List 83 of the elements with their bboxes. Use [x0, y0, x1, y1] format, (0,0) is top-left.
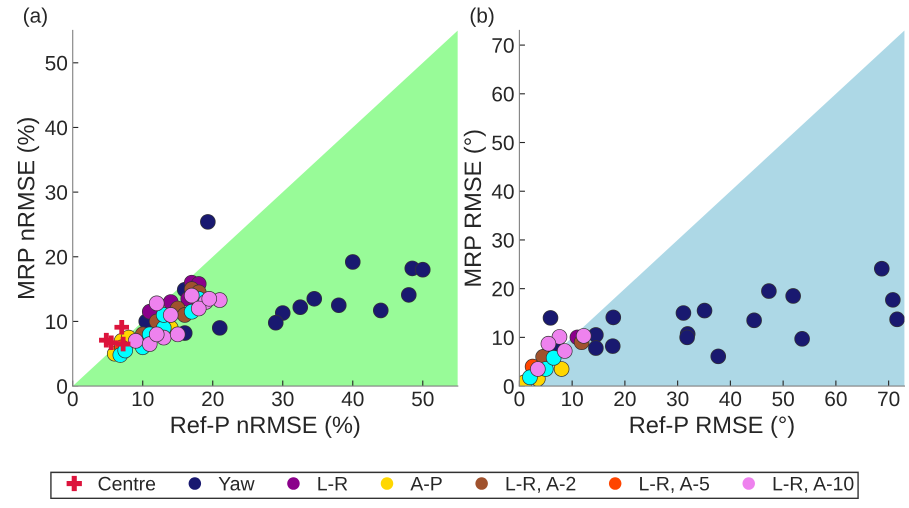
- point: [116, 336, 130, 352]
- point: [201, 291, 218, 307]
- x-tick-label: 40: [719, 391, 742, 406]
- legend-label: A-P: [410, 476, 442, 490]
- point: [885, 292, 901, 308]
- legend-label: L-R, A-2: [506, 476, 576, 493]
- y-axis-title: MRP RMSE (°): [464, 130, 486, 286]
- point: [556, 343, 573, 359]
- point: [546, 350, 562, 366]
- legend-label: Centre: [98, 476, 156, 491]
- point: [344, 254, 361, 270]
- point: [874, 260, 890, 276]
- x-axis-title: Ref-P RMSE (°): [630, 416, 794, 438]
- point: [696, 302, 712, 318]
- legend-label: L-R, A-5: [640, 476, 710, 493]
- point: [761, 283, 777, 299]
- y-tick-label: 60: [492, 86, 514, 102]
- point: [576, 328, 592, 344]
- point: [268, 314, 284, 331]
- x-tick-label: 10: [562, 391, 583, 406]
- y-tick-label: 10: [46, 314, 68, 330]
- x-tick-label: 10: [132, 391, 154, 406]
- legend-label: Yaw: [218, 476, 255, 491]
- y-tick-label: 40: [45, 120, 68, 136]
- point: [676, 305, 692, 321]
- point: [588, 340, 604, 356]
- point: [200, 214, 216, 230]
- point: [184, 288, 200, 304]
- point: [889, 312, 904, 328]
- point: [330, 297, 347, 314]
- point: [372, 302, 389, 318]
- y-tick-label: 0: [504, 379, 514, 394]
- point: [114, 320, 130, 335]
- point: [605, 310, 622, 326]
- y-tick-label: 50: [46, 56, 68, 71]
- point: [679, 330, 695, 346]
- legend-label: L-R: [318, 476, 348, 490]
- y-tick-label: 50: [492, 136, 514, 150]
- y-tick-label: 10: [492, 330, 514, 346]
- x-tick-label: 70: [878, 391, 900, 406]
- point: [162, 307, 179, 323]
- x-tick-label: 30: [272, 391, 294, 406]
- y-tick-label: 30: [492, 232, 514, 248]
- x-tick-label: 50: [412, 391, 434, 406]
- point: [542, 310, 558, 326]
- x-tick-label: 40: [342, 391, 364, 406]
- point: [212, 320, 228, 336]
- x-tick-label: 50: [772, 391, 794, 406]
- x-tick-label: 0: [514, 391, 524, 406]
- x-axis-title: Ref-P nRMSE (%): [172, 416, 360, 438]
- y-axis-title: MRP nRMSE (%): [17, 118, 40, 298]
- y-tick-label: 70: [492, 38, 514, 53]
- point: [148, 326, 165, 342]
- x-tick-label: 30: [666, 391, 688, 406]
- point: [552, 329, 568, 345]
- x-tick-label: 0: [68, 391, 78, 406]
- legend-label: L-R, A-10: [774, 476, 854, 493]
- y-tick-label: 30: [45, 185, 68, 200]
- point: [746, 312, 762, 328]
- point: [306, 291, 322, 307]
- point: [710, 348, 726, 364]
- point: [148, 296, 165, 312]
- y-tick-label: 0: [57, 379, 68, 394]
- x-tick-label: 20: [202, 391, 224, 406]
- chart-title: (a): [24, 8, 47, 27]
- chart-title: (b): [470, 8, 494, 27]
- point: [794, 331, 810, 347]
- point: [128, 333, 144, 349]
- x-tick-label: 60: [825, 391, 847, 406]
- point: [554, 361, 570, 377]
- point: [400, 287, 417, 303]
- y-tick-label: 20: [492, 282, 514, 296]
- point: [530, 361, 546, 377]
- point: [190, 300, 207, 316]
- point: [170, 326, 186, 342]
- point: [785, 288, 801, 304]
- y-tick-label: 40: [492, 184, 514, 199]
- point: [540, 336, 556, 352]
- x-tick-label: 20: [614, 391, 636, 406]
- point: [414, 262, 431, 278]
- point: [292, 299, 308, 315]
- y-tick-label: 20: [46, 250, 68, 265]
- point: [604, 338, 621, 354]
